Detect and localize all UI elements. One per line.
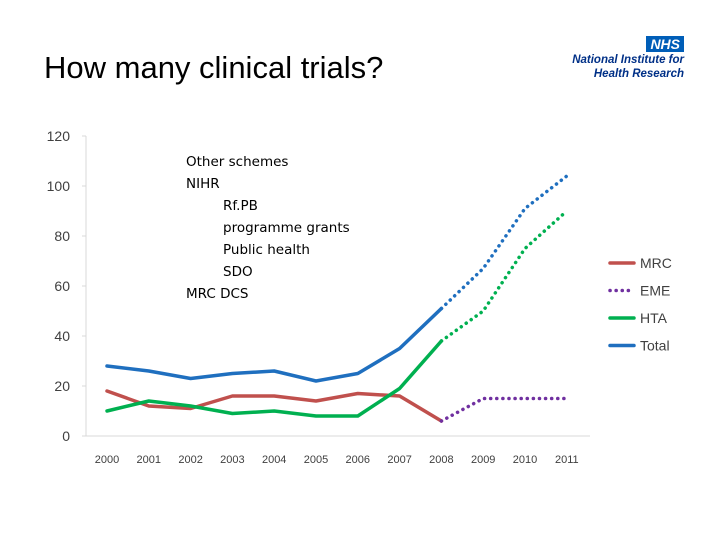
note-nihr: NIHR [186,176,220,192]
x-tick-label: 2002 [178,454,202,466]
note-rfpb: Rf.PB [223,198,258,214]
y-tick-label: 100 [47,178,71,194]
note-sdo: SDO [223,264,253,280]
note-programme-grants: programme grants [223,220,350,236]
slide-title: How many clinical trials? [44,50,384,85]
logo-org-line-1: National Institute for [572,54,684,66]
nihr-logo: NHS National Institute for Health Resear… [552,36,686,88]
nhs-badge: NHS [646,36,684,52]
series-line-eme [439,396,569,423]
x-tick-label: 2006 [346,454,370,466]
x-tick-label: 2011 [555,454,579,466]
x-tick-label: 2005 [304,454,328,466]
note-mrc-dcs: MRC DCS [186,286,249,302]
x-tick-label: 2007 [387,454,411,466]
chart-series [105,174,569,423]
x-tick-label: 2008 [429,454,453,466]
logo-org-line-2: Health Research [593,68,684,80]
legend-label-mrc: MRC [640,255,672,271]
series-line-hta-projected [439,209,569,343]
y-tick-label: 60 [54,278,70,294]
x-tick-label: 2003 [220,454,244,466]
y-tick-label: 20 [54,378,70,394]
schemes-note: Other schemes NIHR Rf.PB programme grant… [186,151,350,305]
y-tick-label: 40 [54,328,70,344]
series-line-total [105,306,444,383]
note-other-schemes: Other schemes [186,154,289,170]
x-tick-label: 2009 [471,454,495,466]
chart-axes: 0 20 40 60 80 100 120 2000 2001 2002 2003 2004 2005 2… [47,128,590,466]
legend-label-total: Total [640,338,670,354]
series-line-hta [105,339,444,418]
x-tick-label: 2010 [513,454,537,466]
series-line-total-projected [439,174,569,311]
y-tick-label: 0 [62,428,70,444]
legend-label-eme: EME [640,283,670,299]
series-line-mrc [105,389,444,423]
x-tick-label: 2004 [262,454,286,466]
x-tick-label: 2000 [95,454,119,466]
note-public-health: Public health [223,242,310,258]
legend-label-hta: HTA [640,310,668,326]
chart-legend: MRC EME HTA Total [608,255,672,354]
y-tick-label: 120 [47,128,71,144]
x-tick-label: 2001 [137,454,161,466]
y-tick-label: 80 [54,228,70,244]
